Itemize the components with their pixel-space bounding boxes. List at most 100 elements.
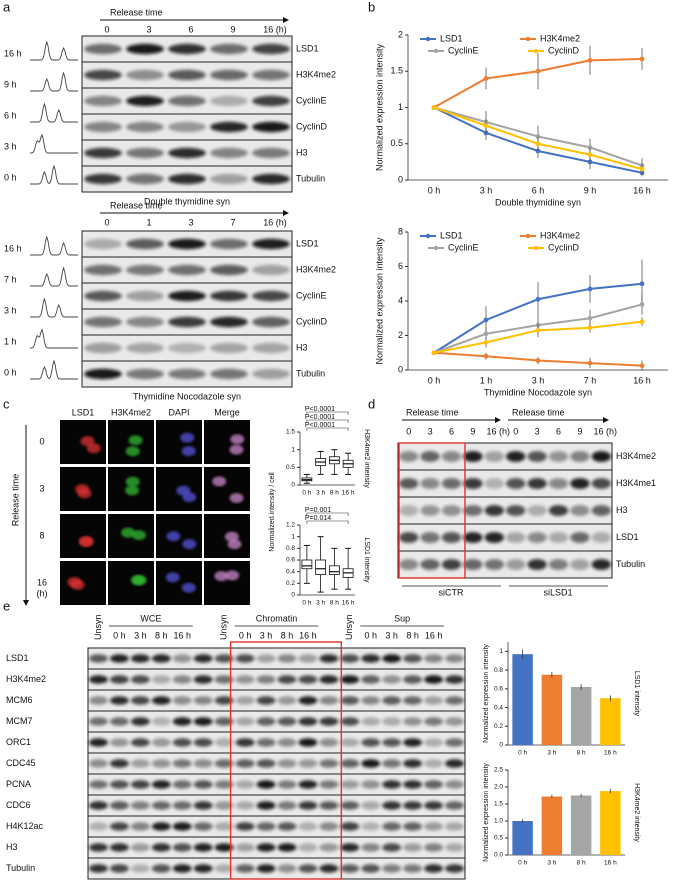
y-tick-label: 1.2 [286, 522, 295, 529]
blot-band [109, 822, 129, 831]
y-tick-label: 0.4 [494, 704, 503, 711]
time-label: 3 [535, 426, 540, 436]
blot-band [382, 801, 402, 810]
blot-band [130, 843, 150, 852]
blot-band [172, 843, 192, 852]
blot-band [298, 759, 318, 768]
blot-band [399, 505, 419, 516]
time-label: 3 [146, 24, 151, 34]
blot-band [319, 675, 339, 684]
blot-band [109, 759, 129, 768]
nucleus [86, 443, 101, 454]
blot-band [445, 864, 464, 873]
time-label: 0 h [239, 630, 252, 640]
blot-band [319, 801, 339, 810]
blot-band [168, 69, 206, 81]
blot-band [252, 368, 290, 380]
blot-band [193, 759, 213, 768]
highlight-box [398, 442, 466, 579]
x-tick-label: 6 h [532, 185, 545, 195]
time-label: 16 h [299, 630, 317, 640]
blot-band [151, 780, 171, 789]
blot-band [298, 717, 318, 726]
blot-band [89, 696, 108, 705]
time-unit: (h) [37, 588, 48, 598]
group-label: WCE [140, 613, 161, 623]
blot-band [277, 801, 297, 810]
blot-band [193, 822, 213, 831]
blot-band [256, 759, 276, 768]
blot-band [126, 69, 164, 81]
point [587, 360, 593, 366]
blot-band [340, 801, 360, 810]
blot-band [441, 451, 462, 462]
blot-band [382, 759, 402, 768]
y-tick-label: 2 [398, 29, 403, 39]
blot-band [252, 290, 290, 302]
time-label: 3 [428, 426, 433, 436]
blot-row-label: Tubulin [296, 368, 325, 378]
flow-curve [30, 71, 78, 92]
y-axis-title: Normalized expression intensity [483, 644, 490, 743]
blot-band [84, 43, 122, 55]
nucleus [181, 582, 196, 593]
blot-band [382, 675, 402, 684]
blot-band [420, 532, 440, 543]
x-tick-label: 0 h [302, 490, 311, 497]
flow-label: 0 h [4, 172, 17, 182]
flow-curve [30, 266, 78, 287]
nucleus [182, 492, 197, 503]
blot-band [277, 675, 297, 684]
blot-band [172, 717, 192, 726]
blot-band [445, 675, 464, 684]
blot-band [399, 451, 419, 462]
significance-label: P=0.001 [305, 507, 331, 514]
point [535, 327, 541, 333]
blot-band [445, 717, 464, 726]
blot-band [420, 559, 440, 570]
point [483, 123, 489, 129]
blot-row-label: LSD1 [296, 43, 319, 53]
time-label: 6 [556, 426, 561, 436]
blot-band [256, 801, 276, 810]
time-label: 8 h [406, 630, 419, 640]
blot-row-label: Tubulin [296, 173, 325, 183]
blot-band [172, 864, 192, 873]
group-label: Sup [394, 613, 410, 623]
blot-band [84, 147, 122, 159]
point [535, 358, 541, 363]
blot-band [130, 654, 150, 663]
blot-band [319, 759, 339, 768]
point [587, 325, 593, 331]
blot-row-label: CyclinE [296, 95, 327, 105]
y-axis-title: Normalized expression intensity [374, 43, 384, 171]
y-tick-label: 0.8 [286, 545, 295, 552]
nucleus [224, 531, 239, 542]
blot-band [130, 759, 150, 768]
nucleus [77, 488, 92, 499]
panel-label: c [3, 396, 10, 411]
group-label: siLSD1 [543, 587, 572, 597]
x-tick-label: 16 h [633, 375, 651, 385]
blot-band [403, 654, 423, 663]
blot-band [382, 843, 402, 852]
blot-band [84, 69, 122, 81]
point [535, 68, 541, 74]
blot-band [130, 696, 150, 705]
blot-band [210, 147, 248, 159]
blot-band [126, 264, 164, 276]
highlight-box [229, 641, 343, 880]
significance-label: P<0.0001 [305, 422, 335, 429]
blot-band [548, 478, 569, 489]
x-tick-label: 8 h [577, 750, 586, 757]
blot-band [193, 696, 213, 705]
blot-row-label: H3K4me2 [6, 674, 46, 684]
blot-band [235, 717, 255, 726]
blot-band [506, 451, 526, 462]
blot-band [277, 759, 297, 768]
time-label: 0 h [113, 630, 126, 640]
legend-label: LSD1 [440, 230, 463, 240]
legend-label: CyclinE [448, 45, 479, 55]
nucleus [132, 575, 147, 586]
blot-band [193, 738, 213, 747]
